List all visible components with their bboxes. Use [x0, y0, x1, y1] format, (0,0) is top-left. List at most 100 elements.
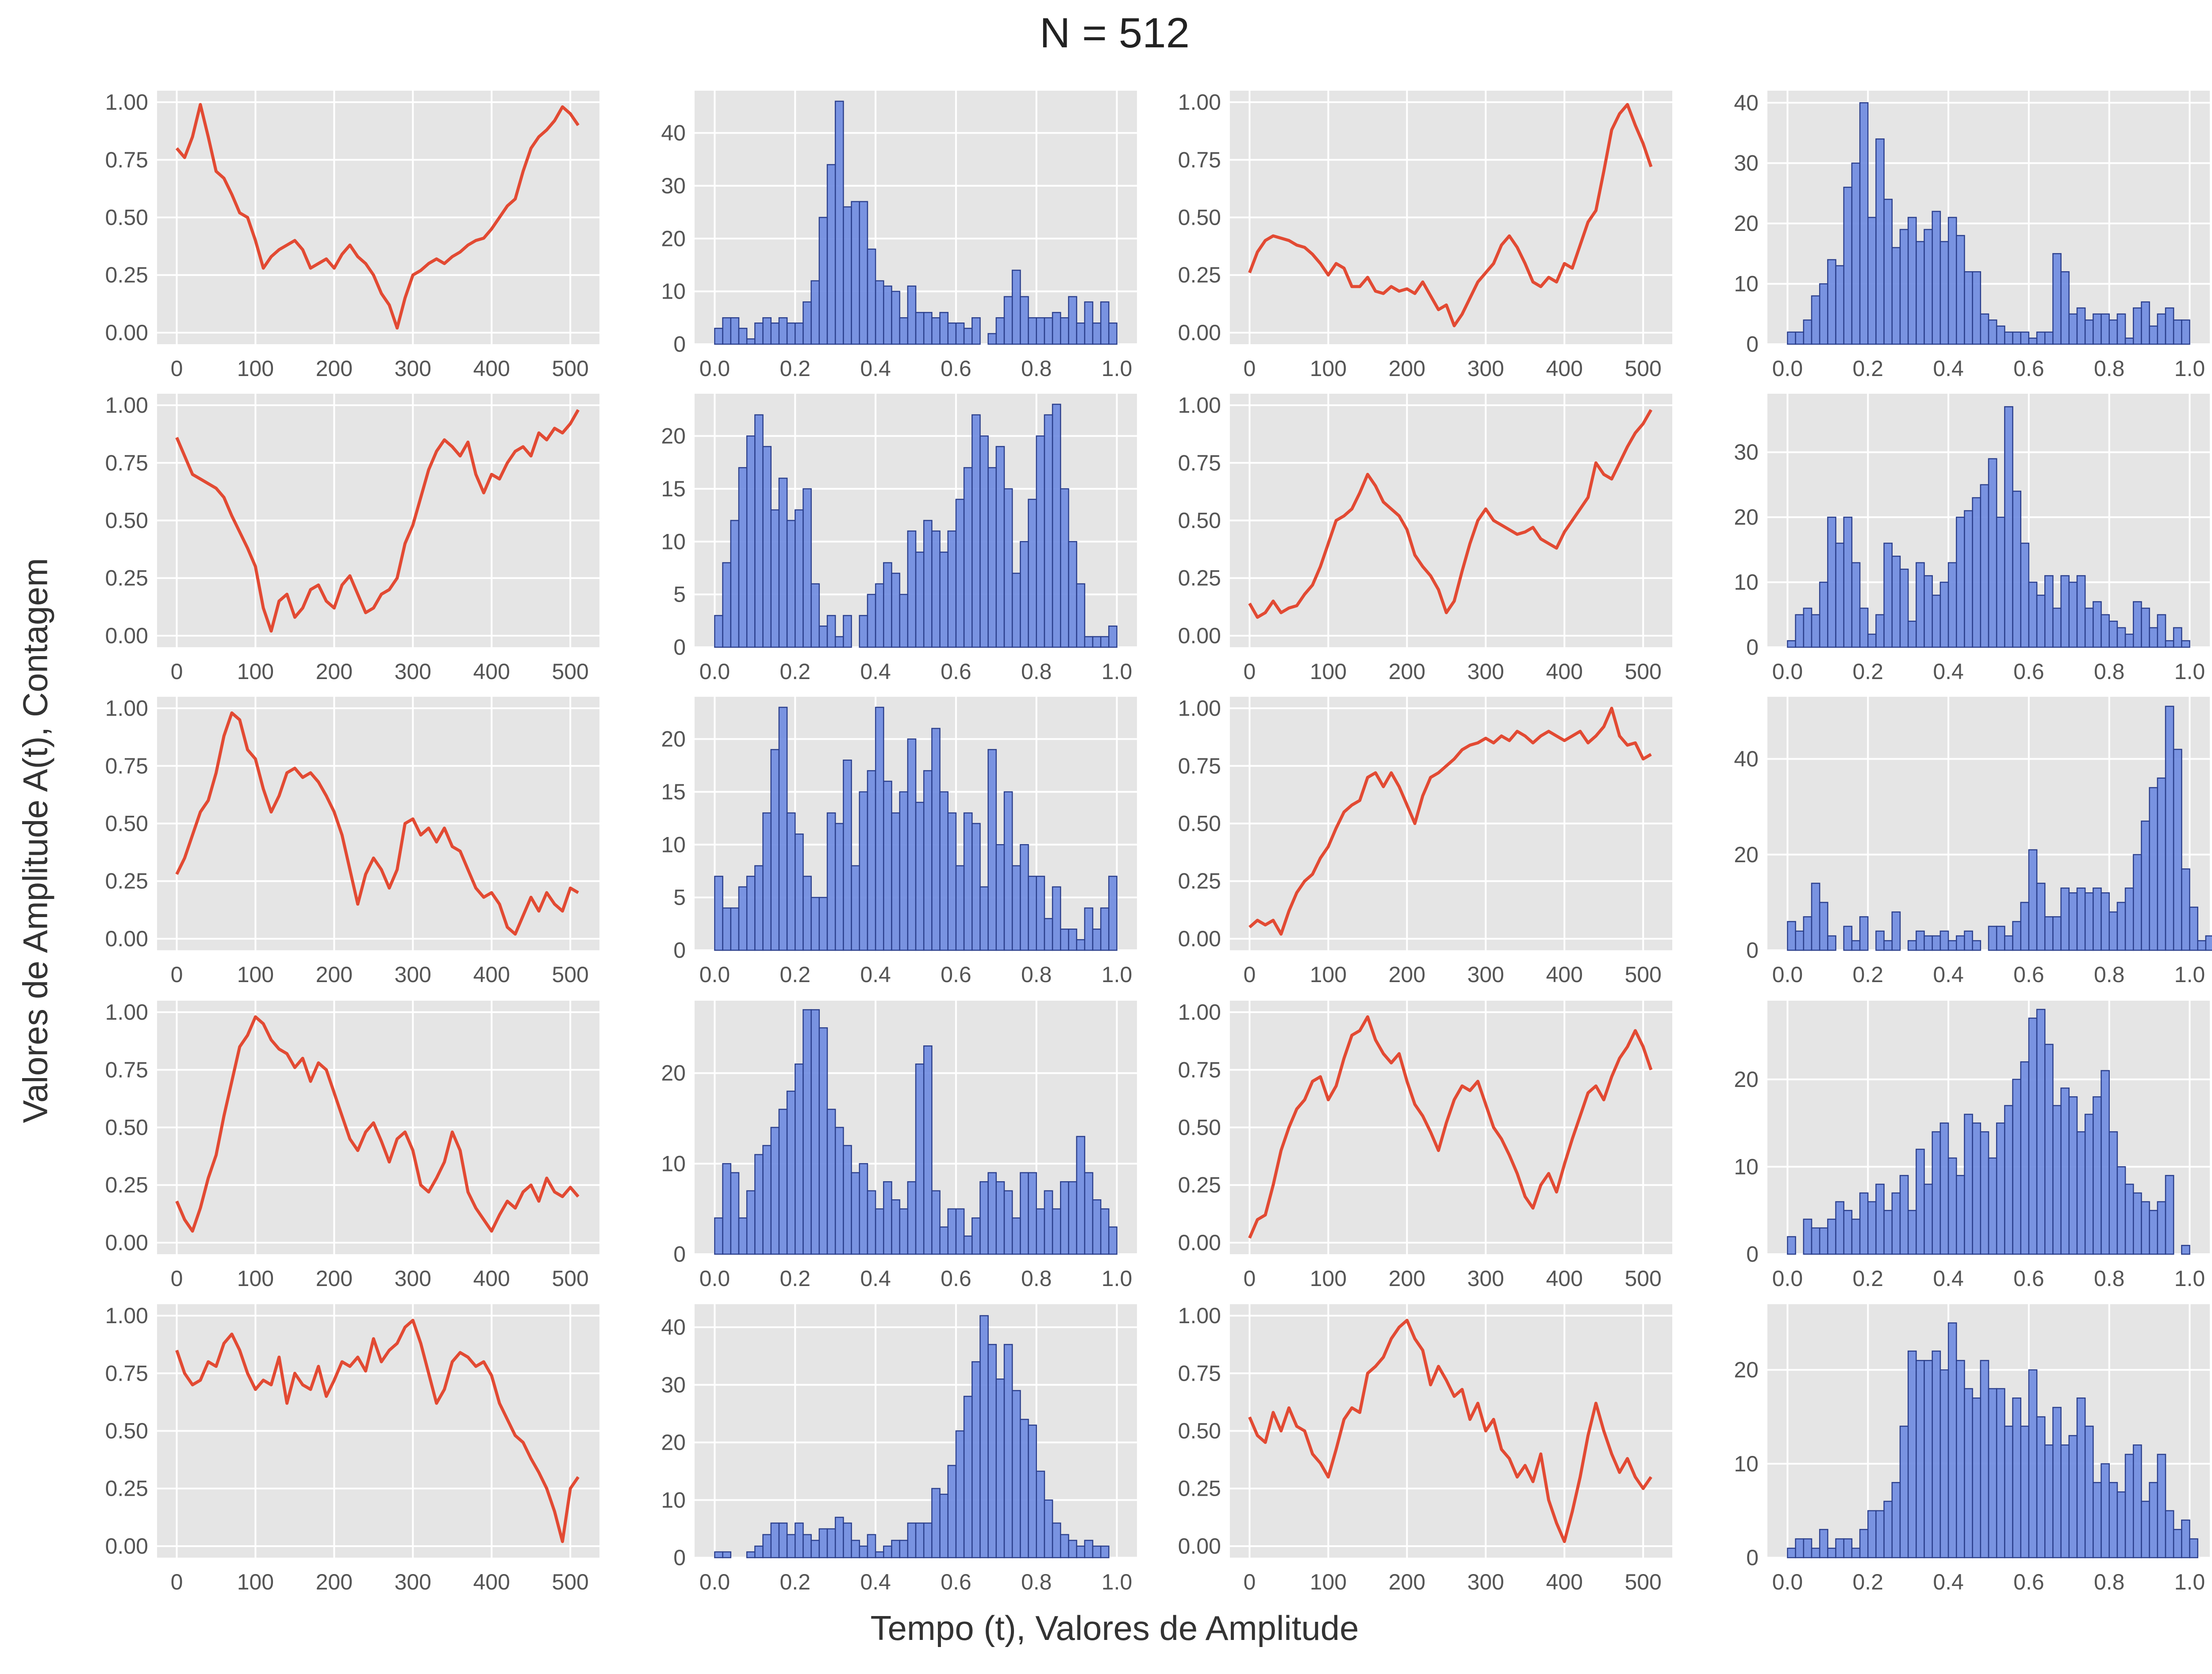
data-point — [554, 428, 555, 429]
x-tick-label: 0.6 — [2013, 1570, 2044, 1594]
y-tick-label: 20 — [1734, 505, 1759, 530]
x-tick-label: 0 — [171, 1570, 183, 1594]
x-tick-label: 0.0 — [1772, 1570, 1803, 1594]
histogram-bar — [834, 823, 844, 951]
histogram-bar — [1851, 940, 1861, 951]
histogram-bar — [923, 1522, 933, 1559]
histogram-bar — [1996, 325, 2005, 345]
data-point — [1367, 1373, 1368, 1374]
histogram-bar — [931, 530, 941, 648]
histogram-bar — [2124, 338, 2134, 345]
x-tick-label: 0.4 — [1933, 1266, 1964, 1291]
x-tick-label: 0.4 — [1933, 356, 1964, 381]
x-tick-label: 100 — [237, 1570, 274, 1594]
y-tick-label: 0 — [1746, 635, 1759, 660]
histogram-bar — [923, 770, 933, 951]
histogram-bar — [875, 706, 884, 951]
histogram-bar — [1819, 581, 1828, 648]
histogram-bar — [972, 1217, 981, 1255]
x-tick-label: 0.2 — [780, 1266, 811, 1291]
histogram-bar — [795, 1522, 804, 1559]
histogram-bar — [2149, 627, 2158, 648]
histogram-bar — [883, 1181, 892, 1255]
histogram-bar — [2020, 331, 2030, 345]
histogram-bar — [2101, 1463, 2110, 1559]
histogram-bar — [786, 323, 796, 345]
x-tick-label: 0.0 — [1772, 356, 1803, 381]
y-tick-label: 20 — [1734, 842, 1759, 867]
histogram-bar — [2197, 940, 2207, 951]
y-tick-label: 1.00 — [1178, 1000, 1221, 1025]
data-point — [255, 1389, 256, 1390]
histogram-bar — [826, 1528, 836, 1559]
histogram-bar — [2157, 313, 2166, 345]
x-tick-label: 1.0 — [2174, 356, 2205, 381]
histogram-bar — [738, 327, 748, 345]
histogram-bar — [1883, 542, 1893, 648]
histogram-bar — [1803, 1538, 1813, 1559]
histogram-bar — [1988, 925, 1997, 951]
histogram-bar — [1100, 1545, 1110, 1559]
data-point — [1548, 1173, 1549, 1174]
histogram-bar — [1787, 1547, 1796, 1559]
histogram-bar — [1859, 607, 1869, 648]
histogram-bar — [859, 201, 868, 345]
histogram-bar — [786, 1090, 796, 1255]
histogram-bar — [1036, 1208, 1045, 1255]
histogram-bar — [1875, 614, 1885, 648]
y-tick-label: 1.00 — [105, 393, 148, 418]
histogram-bar — [754, 323, 764, 345]
histogram-bar — [987, 1172, 997, 1255]
histogram-bar — [972, 317, 981, 345]
x-tick-label: 0.4 — [860, 962, 891, 987]
panel-r0c1: 0.0 0.2 0.4 0.6 0.8 1.0 0 10 20 30 40 — [661, 91, 1137, 381]
histogram-bar — [1956, 935, 1965, 951]
y-tick-label: 20 — [1734, 1067, 1759, 1092]
histogram-bar — [1811, 1547, 1820, 1559]
data-point — [452, 446, 453, 447]
histogram-bar — [2205, 935, 2212, 951]
data-point — [1328, 1099, 1329, 1100]
histogram-bar — [1851, 562, 1861, 648]
x-tick-label: 500 — [552, 1266, 588, 1291]
histogram-bar — [714, 327, 723, 345]
y-tick-label: 20 — [1734, 1358, 1759, 1382]
histogram-bar — [843, 1522, 852, 1559]
histogram-bar — [1011, 269, 1021, 345]
histogram-bar — [1795, 614, 1805, 648]
histogram-bar — [1883, 1209, 1893, 1255]
data-point — [1572, 268, 1573, 269]
histogram-bar — [2157, 777, 2166, 951]
x-tick-label: 0.2 — [1853, 962, 1884, 987]
data-point — [1540, 286, 1541, 287]
histogram-bar — [770, 1522, 780, 1559]
data-point — [1257, 1435, 1258, 1436]
data-point — [1422, 566, 1423, 567]
histogram-bar — [1036, 435, 1045, 648]
x-tick-label: 0.6 — [941, 659, 972, 684]
histogram-bar — [987, 749, 997, 951]
histogram-bar — [2124, 1183, 2134, 1255]
histogram-bar — [1811, 614, 1820, 648]
histogram-bar — [1036, 1471, 1045, 1559]
y-tick-label: 40 — [1734, 90, 1759, 115]
y-tick-label: 10 — [661, 1488, 686, 1513]
histogram-bar — [1819, 1227, 1828, 1255]
x-tick-label: 200 — [316, 1570, 353, 1594]
histogram-bar — [899, 1208, 909, 1255]
histogram-bar — [1939, 241, 1949, 345]
histogram-bar — [1787, 331, 1796, 345]
histogram-bar — [2124, 887, 2134, 951]
histogram-bar — [995, 844, 1005, 951]
histogram-bar — [867, 594, 876, 648]
x-tick-label: 1.0 — [2174, 659, 2205, 684]
data-point — [1501, 1449, 1502, 1450]
histogram-bar — [899, 791, 909, 951]
histogram-bar — [1947, 1322, 1957, 1559]
data-point — [499, 217, 500, 218]
x-tick-label: 400 — [1546, 1266, 1583, 1291]
x-tick-label: 0.4 — [860, 659, 891, 684]
y-tick-label: 0 — [1746, 1242, 1759, 1267]
histogram-bar — [1916, 1148, 1925, 1255]
series-line — [175, 711, 579, 936]
